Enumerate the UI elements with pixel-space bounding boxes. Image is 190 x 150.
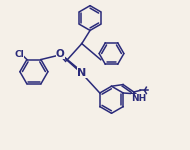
Text: NH: NH [131,94,146,103]
Text: N: N [77,68,86,78]
Text: Cl: Cl [14,50,24,59]
Text: O: O [56,49,65,59]
